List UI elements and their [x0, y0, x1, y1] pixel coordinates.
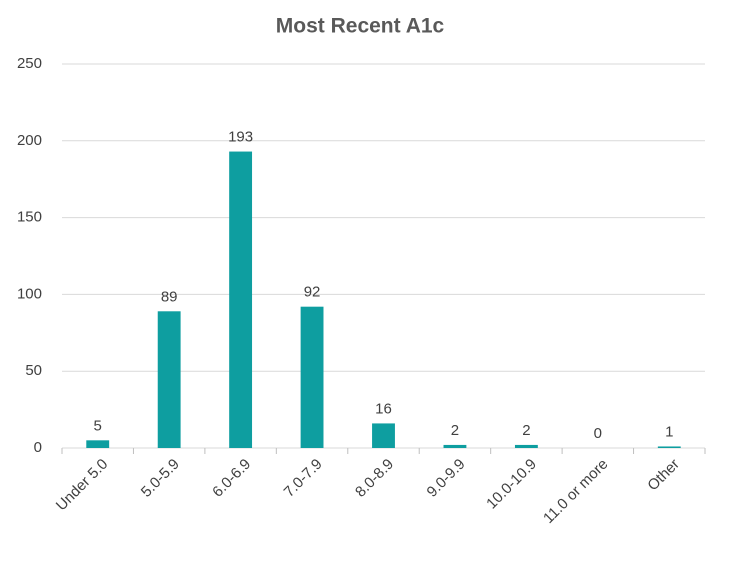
x-tick-label: 6.0-6.9 — [209, 456, 254, 501]
chart-title: Most Recent A1c — [276, 15, 445, 38]
data-label: 1 — [665, 423, 673, 440]
x-tick-label: 7.0-7.9 — [281, 456, 326, 501]
bar — [514, 444, 538, 448]
y-tick-label: 150 — [17, 209, 42, 226]
data-label: 193 — [228, 129, 253, 146]
x-tick-label: Other — [644, 456, 683, 495]
data-label: 2 — [451, 422, 459, 439]
x-tick-label: 8.0-8.9 — [352, 456, 397, 501]
y-tick-label: 200 — [17, 132, 42, 149]
bar — [657, 446, 681, 448]
bar — [157, 311, 181, 448]
bar — [300, 306, 324, 448]
y-tick-label: 100 — [17, 285, 42, 302]
bar — [372, 423, 395, 448]
data-label: 92 — [304, 284, 321, 301]
y-tick-label: 50 — [25, 362, 42, 379]
data-label: 16 — [375, 400, 392, 417]
data-label: 89 — [161, 288, 178, 305]
data-label: 0 — [594, 425, 602, 442]
bar — [229, 151, 253, 448]
x-tick-label: 9.0-9.9 — [424, 456, 469, 501]
x-tick-label: Under 5.0 — [53, 456, 112, 515]
x-tick-label: 5.0-5.9 — [138, 456, 183, 501]
bar — [86, 440, 110, 448]
y-tick-label: 250 — [17, 55, 42, 72]
x-tick-label: 11.0 or more — [540, 456, 611, 527]
bar — [443, 444, 467, 448]
y-tick-label: 0 — [34, 439, 42, 456]
data-label: 5 — [94, 417, 102, 434]
data-label: 2 — [522, 422, 530, 439]
x-tick-label: 10.0-10.9 — [483, 456, 540, 513]
